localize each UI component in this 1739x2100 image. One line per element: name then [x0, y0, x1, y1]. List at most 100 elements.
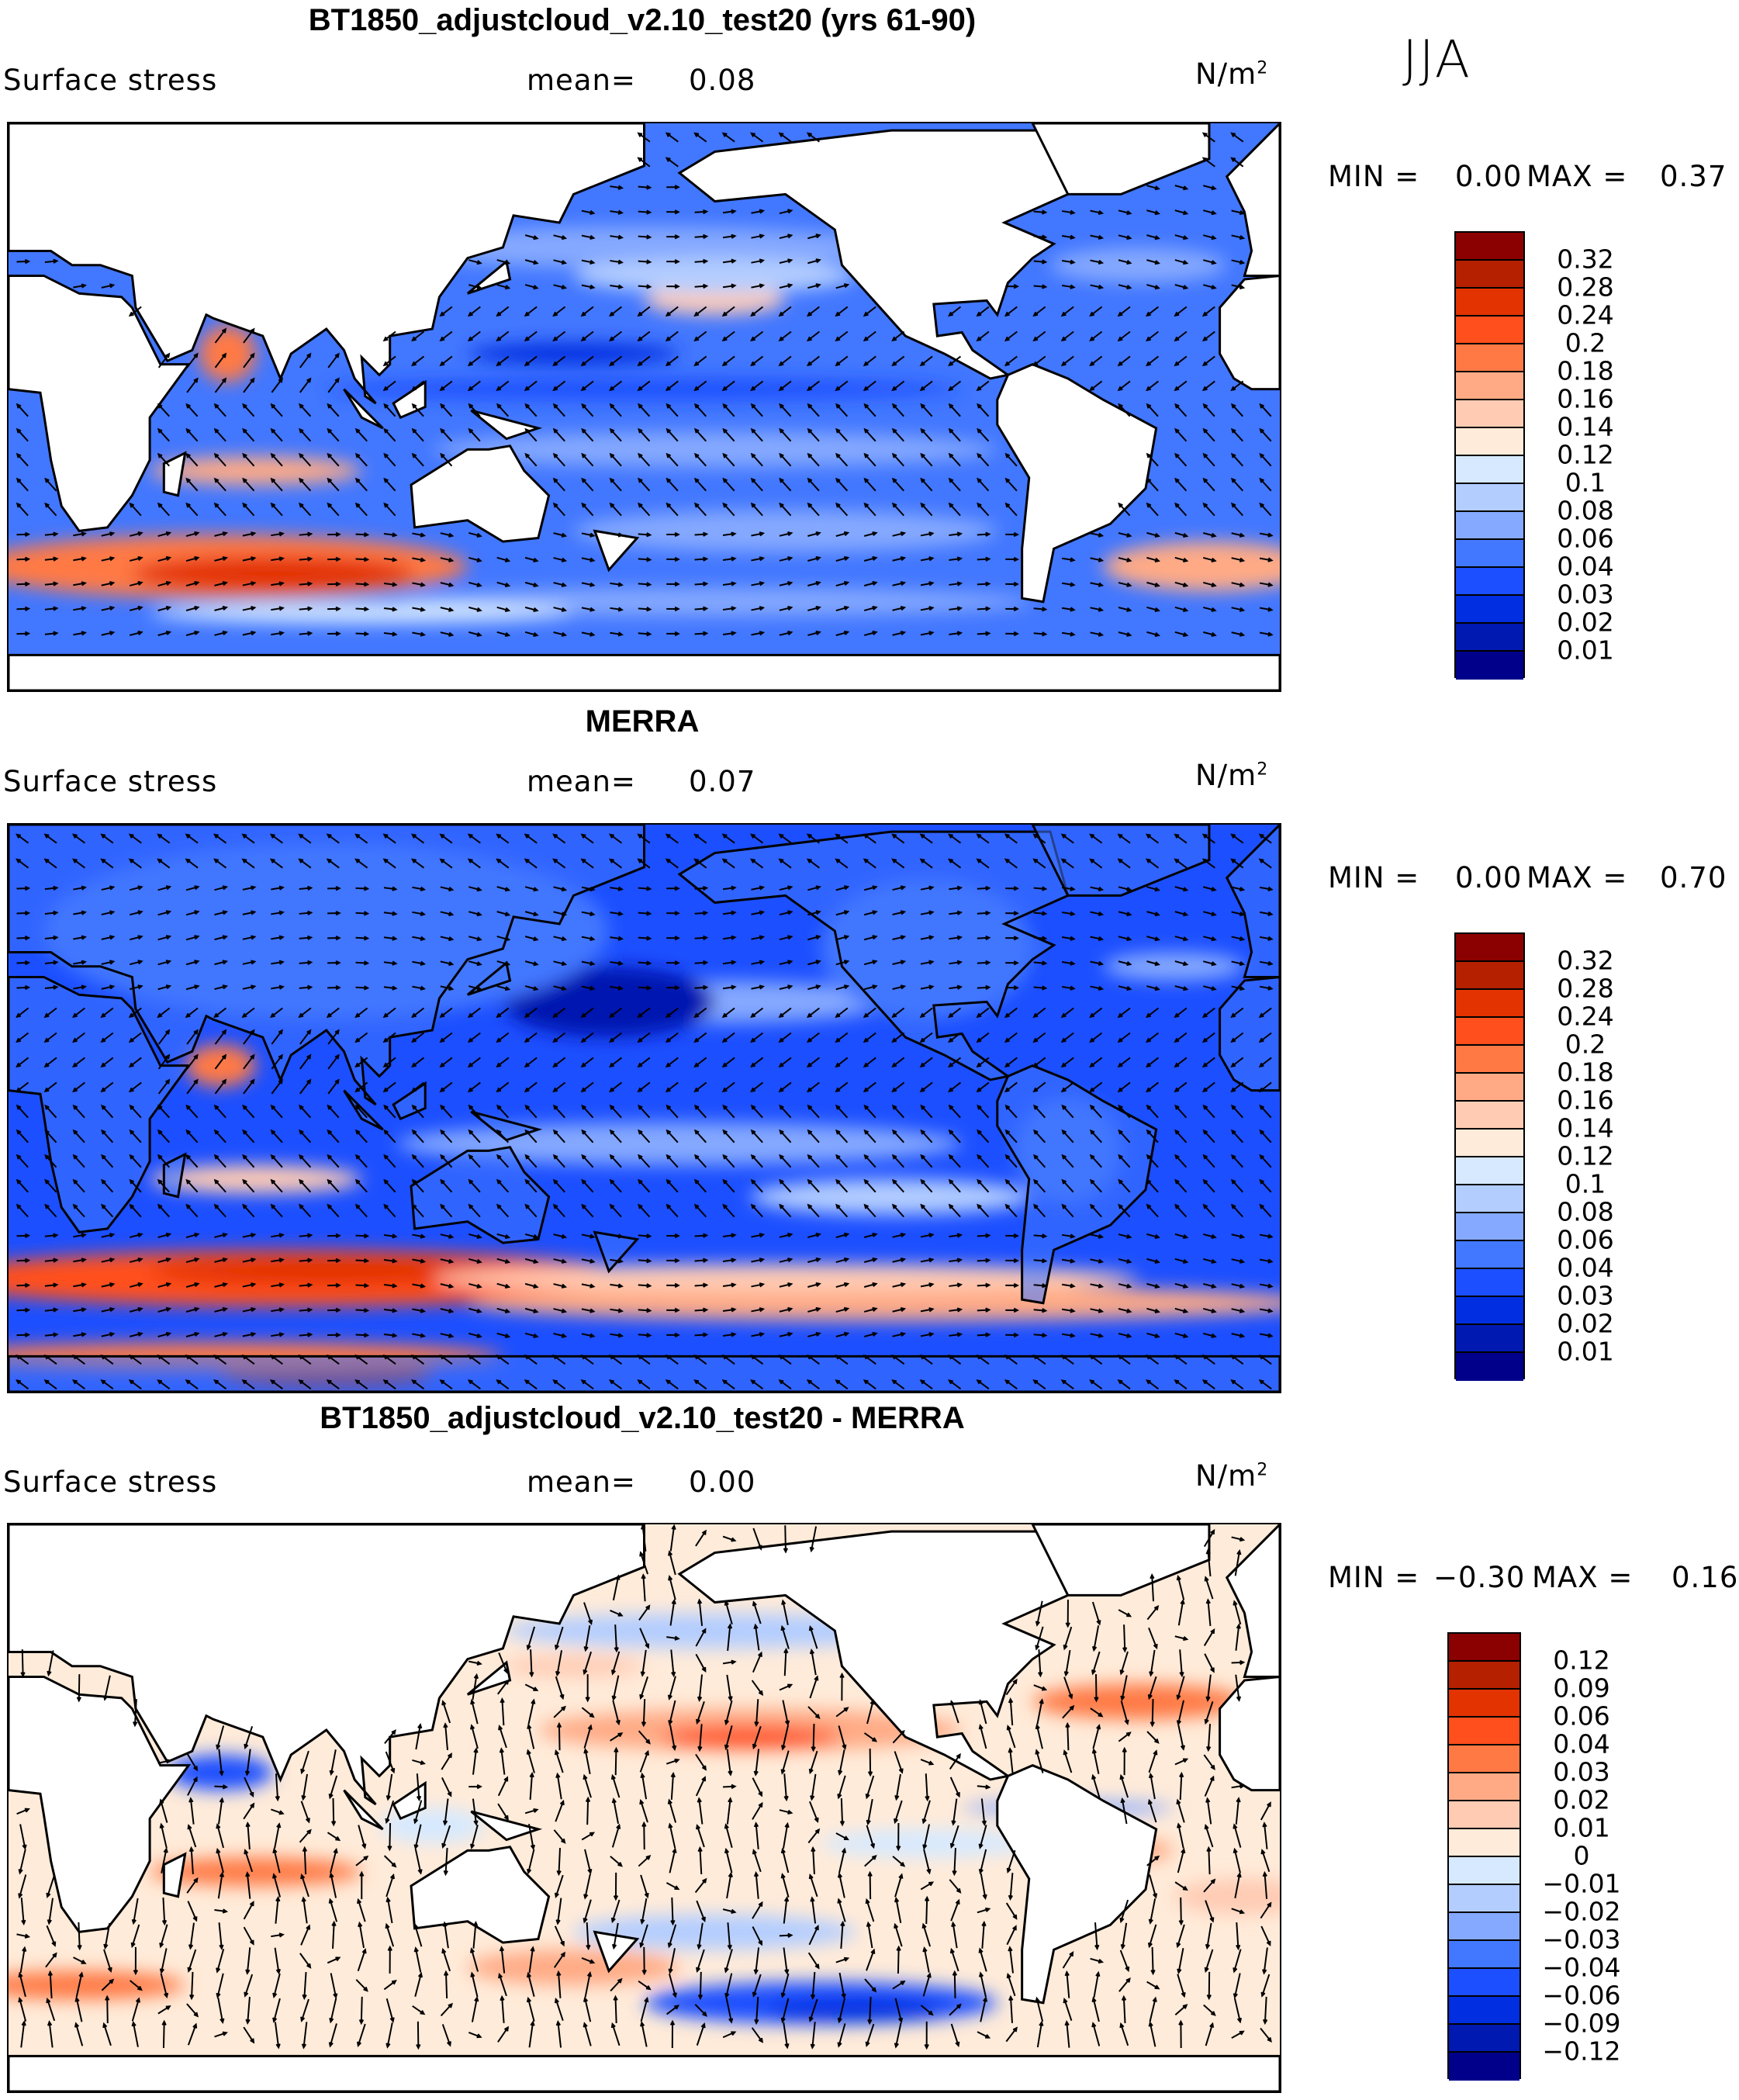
wind-stress-arrow [1147, 479, 1158, 490]
wind-stress-arrow [526, 1105, 537, 1117]
wind-stress-arrow [667, 454, 678, 465]
wind-stress-arrow [867, 1923, 873, 1948]
wind-stress-arrow [808, 429, 819, 441]
wind-stress-arrow [497, 331, 509, 340]
wind-stress-arrow [17, 479, 28, 490]
wind-stress-arrow [499, 1653, 507, 1673]
wind-stress-arrow [1177, 1676, 1184, 1699]
wind-stress-arrow [529, 1824, 534, 1849]
wind-stress-arrow [666, 533, 678, 537]
wind-stress-arrow [1034, 1334, 1046, 1337]
wind-stress-arrow [977, 961, 989, 965]
wind-stress-arrow [74, 1155, 85, 1167]
wind-stress-arrow [1118, 381, 1130, 389]
wind-stress-arrow [412, 1760, 424, 1764]
wind-stress-arrow [864, 1308, 876, 1312]
wind-stress-arrow [583, 404, 593, 416]
wind-stress-arrow [808, 1082, 820, 1091]
wind-stress-arrow [780, 1685, 791, 1690]
wind-stress-arrow [614, 1997, 617, 2023]
wind-stress-arrow [554, 961, 565, 965]
wind-stress-arrow [1146, 912, 1158, 915]
wind-stress-arrow [751, 1283, 762, 1286]
wind-stress-arrow [1034, 1309, 1046, 1313]
units-text: N/m [1195, 759, 1257, 792]
wind-stress-arrow [1091, 285, 1102, 289]
wind-stress-arrow [214, 557, 226, 561]
wind-stress-arrow [838, 1874, 845, 1898]
wind-stress-arrow [613, 1825, 620, 1848]
wind-stress-arrow [1146, 632, 1158, 636]
wind-stress-arrow [300, 479, 311, 490]
wind-stress-arrow [925, 1773, 929, 1800]
coastline [9, 123, 645, 403]
wind-stress-arrow [921, 1033, 932, 1041]
wind-stress-arrow [1034, 1130, 1045, 1142]
wind-stress-arrow [1260, 1155, 1271, 1167]
wind-stress-arrow [554, 558, 565, 562]
wind-stress-arrow [1175, 1309, 1187, 1313]
wind-stress-arrow [1205, 1825, 1213, 1847]
wind-stress-arrow [582, 1707, 593, 1717]
wind-stress-arrow [441, 429, 452, 441]
wind-stress-arrow [413, 1082, 424, 1091]
wind-stress-arrow [244, 429, 254, 441]
wind-stress-arrow [386, 1752, 395, 1772]
wind-stress-arrow [73, 1283, 85, 1286]
wind-stress-arrow [807, 582, 819, 586]
wind-stress-arrow [328, 860, 340, 868]
wind-stress-arrow [865, 1856, 876, 1866]
wind-stress-arrow [271, 532, 282, 535]
wind-stress-arrow [1005, 986, 1017, 990]
wind-stress-arrow [360, 1873, 364, 1899]
wind-stress-arrow [530, 1649, 534, 1676]
wind-stress-arrow [949, 503, 960, 515]
wind-stress-arrow [160, 1801, 167, 1823]
wind-stress-arrow [328, 404, 339, 416]
wind-stress-arrow [865, 1380, 876, 1389]
season-label: JJA [1402, 29, 1471, 89]
wind-stress-arrow [554, 1334, 565, 1337]
wind-stress-arrow [896, 1998, 903, 2022]
colorbar-swatch [1456, 428, 1523, 456]
wind-stress-arrow [301, 1751, 309, 1773]
contour-region [1103, 952, 1245, 981]
wind-stress-arrow [893, 1308, 904, 1312]
wind-stress-arrow [244, 379, 254, 393]
wind-stress-arrow [638, 1380, 650, 1389]
wind-stress-arrow [525, 835, 537, 843]
wind-stress-arrow [497, 1033, 509, 1041]
wind-stress-arrow [1260, 1234, 1271, 1237]
wind-stress-arrow [979, 1950, 986, 1972]
wind-stress-arrow [1091, 533, 1102, 536]
wind-stress-arrow [836, 557, 848, 561]
wind-stress-arrow [1261, 1974, 1269, 1996]
wind-stress-arrow [525, 1380, 537, 1389]
wind-stress-arrow [723, 607, 735, 610]
wind-stress-arrow [723, 985, 735, 988]
wind-stress-arrow [949, 1057, 961, 1066]
wind-stress-arrow [555, 1926, 564, 1945]
colorbar-tick-label: −0.09 [1542, 2008, 1621, 2039]
wind-stress-arrow [1091, 1180, 1101, 1192]
wind-stress-arrow [1205, 1654, 1214, 1672]
wind-stress-arrow [469, 1380, 481, 1389]
wind-stress-arrow [695, 1258, 707, 1262]
wind-stress-arrow [610, 306, 622, 315]
wind-stress-arrow [723, 912, 735, 915]
wind-stress-arrow [468, 1309, 480, 1313]
wind-stress-arrow [921, 1333, 932, 1336]
wind-stress-arrow [49, 1972, 52, 1998]
wind-stress-arrow [893, 860, 904, 868]
wind-stress-arrow [949, 1180, 960, 1192]
wind-stress-arrow [752, 133, 763, 142]
wind-stress-arrow [554, 1259, 565, 1263]
wind-stress-arrow [582, 632, 593, 635]
wind-stress-arrow [102, 1258, 113, 1262]
wind-stress-arrow [1204, 454, 1215, 465]
wind-stress-arrow [638, 285, 650, 289]
wind-stress-arrow [893, 1105, 904, 1117]
wind-stress-arrow [610, 1309, 621, 1312]
wind-stress-arrow [158, 1759, 170, 1763]
wind-stress-arrow [1232, 210, 1243, 214]
